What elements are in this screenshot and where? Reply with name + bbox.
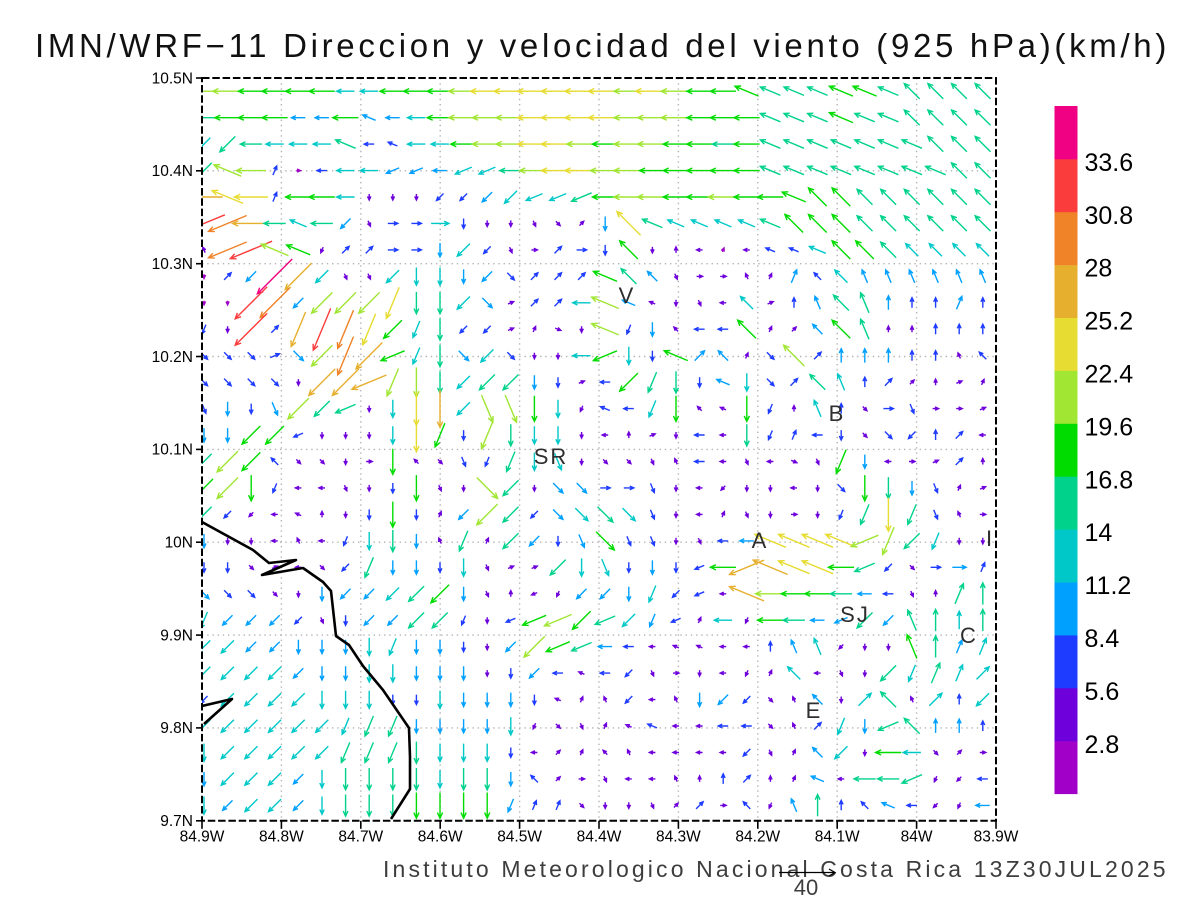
svg-text:9.8N: 9.8N: [160, 720, 193, 737]
svg-text:84.8W: 84.8W: [259, 828, 304, 845]
svg-text:SJ: SJ: [840, 602, 870, 627]
svg-text:9.9N: 9.9N: [160, 627, 193, 644]
svg-text:5.6: 5.6: [1085, 678, 1120, 706]
svg-text:V: V: [619, 283, 636, 308]
svg-text:84.2W: 84.2W: [735, 828, 780, 845]
svg-text:8.4: 8.4: [1085, 625, 1120, 653]
svg-text:28: 28: [1085, 255, 1113, 283]
svg-text:30.8: 30.8: [1085, 202, 1134, 230]
svg-text:84.3W: 84.3W: [656, 828, 701, 845]
svg-text:16.8: 16.8: [1085, 466, 1134, 494]
svg-text:Instituto Meteorologico Nacion: Instituto Meteorologico Nacional Costa R…: [383, 856, 1169, 882]
svg-text:10.4N: 10.4N: [152, 163, 193, 180]
svg-text:10N: 10N: [165, 535, 193, 552]
svg-text:A: A: [752, 528, 769, 553]
svg-text:SR: SR: [534, 444, 569, 469]
svg-text:84.1W: 84.1W: [815, 828, 860, 845]
svg-text:19.6: 19.6: [1085, 413, 1134, 441]
svg-text:E: E: [806, 698, 823, 723]
svg-text:I: I: [986, 526, 994, 551]
svg-text:B: B: [829, 401, 846, 426]
svg-text:10.3N: 10.3N: [152, 256, 193, 273]
svg-text:84.5W: 84.5W: [497, 828, 542, 845]
svg-text:84.7W: 84.7W: [338, 828, 383, 845]
svg-text:11.2: 11.2: [1085, 572, 1132, 600]
svg-text:C: C: [960, 623, 978, 648]
svg-text:40: 40: [794, 875, 818, 900]
svg-text:83.9W: 83.9W: [974, 828, 1019, 845]
svg-text:84W: 84W: [901, 828, 933, 845]
svg-text:10.1N: 10.1N: [152, 442, 193, 459]
svg-text:2.8: 2.8: [1085, 731, 1120, 759]
svg-text:33.6: 33.6: [1085, 149, 1134, 177]
svg-text:14: 14: [1085, 519, 1113, 547]
svg-text:10.2N: 10.2N: [152, 349, 193, 366]
svg-text:25.2: 25.2: [1085, 308, 1134, 336]
svg-text:22.4: 22.4: [1085, 361, 1134, 389]
svg-text:84.9W: 84.9W: [180, 828, 225, 845]
svg-text:9.7N: 9.7N: [160, 813, 193, 830]
svg-text:10.5N: 10.5N: [152, 70, 193, 87]
svg-text:IMN/WRF−11 Direccion y velocid: IMN/WRF−11 Direccion y velocidad del vie…: [35, 27, 1170, 64]
svg-text:84.4W: 84.4W: [577, 828, 622, 845]
svg-text:84.6W: 84.6W: [418, 828, 463, 845]
